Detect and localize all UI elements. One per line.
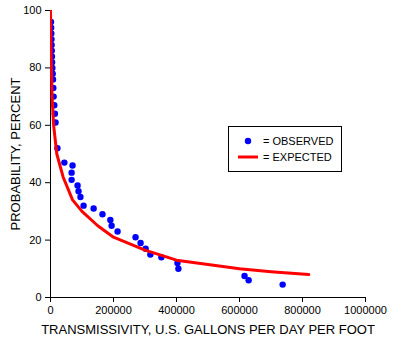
html-text:= EXPECTED: = EXPECTED bbox=[263, 151, 332, 163]
svg-text:600000: 600000 bbox=[221, 304, 258, 316]
svg-text:20: 20 bbox=[29, 234, 41, 246]
svg-text:80: 80 bbox=[29, 61, 41, 73]
svg-text:200000: 200000 bbox=[95, 304, 132, 316]
svg-text:0: 0 bbox=[35, 291, 41, 303]
svg-text:400000: 400000 bbox=[158, 304, 195, 316]
svg-text:60: 60 bbox=[29, 119, 41, 131]
svg-text:0: 0 bbox=[47, 304, 53, 316]
svg-text:800000: 800000 bbox=[284, 304, 321, 316]
svg-text:100: 100 bbox=[23, 4, 41, 16]
svg-text:40: 40 bbox=[29, 176, 41, 188]
svg-text:1000000: 1000000 bbox=[344, 304, 387, 316]
html-text:= OBSERVED: = OBSERVED bbox=[263, 135, 334, 147]
svg-text:PROBABILITY, PERCENT: PROBABILITY, PERCENT bbox=[8, 77, 23, 230]
svg-text:TRANSMISSIVITY, U.S. GALLONS P: TRANSMISSIVITY, U.S. GALLONS PER DAY PER… bbox=[41, 322, 375, 337]
